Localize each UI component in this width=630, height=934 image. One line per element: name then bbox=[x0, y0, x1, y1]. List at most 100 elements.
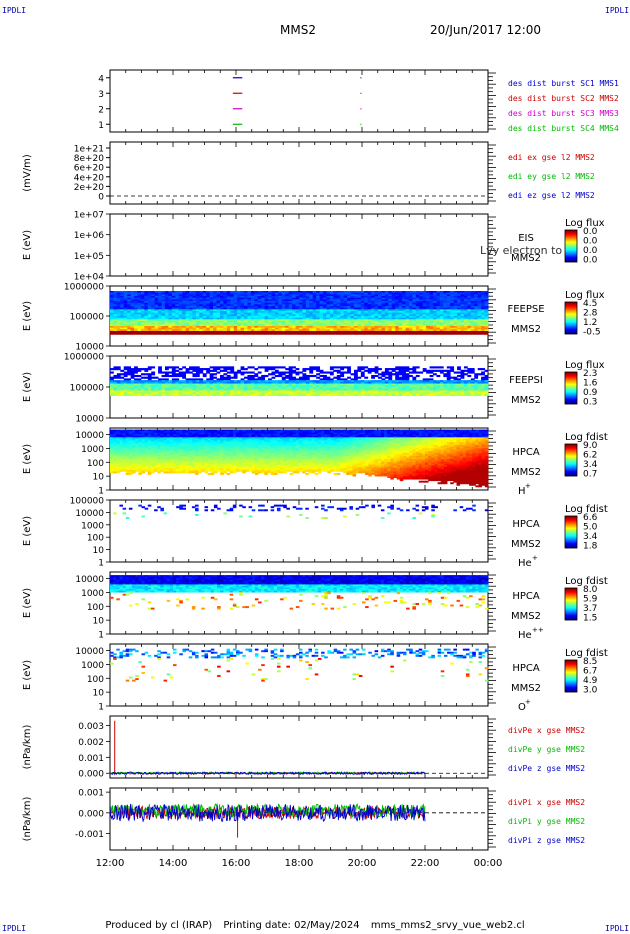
feepse-cell bbox=[340, 299, 345, 302]
feepse-cell bbox=[288, 292, 293, 295]
feepse-cell bbox=[195, 322, 200, 325]
feepse-cell bbox=[154, 299, 159, 302]
feepse-cell bbox=[333, 309, 338, 312]
feepse-cell bbox=[192, 324, 197, 327]
feepse-cell bbox=[274, 316, 279, 319]
feepse-cell bbox=[237, 312, 241, 315]
feepse-cell bbox=[367, 312, 372, 315]
feepse-cell bbox=[343, 324, 348, 327]
feepse-cell bbox=[302, 301, 307, 304]
feepse-cell bbox=[419, 291, 424, 294]
feepse-cell bbox=[250, 329, 255, 332]
feepsi-cell bbox=[323, 393, 327, 397]
feepse-cell bbox=[264, 319, 269, 322]
feepse-cell bbox=[446, 301, 451, 304]
feepse-cell bbox=[182, 294, 186, 297]
feepse-cell bbox=[319, 327, 324, 330]
feepse-cell bbox=[378, 322, 382, 325]
feepse-cell bbox=[391, 314, 396, 317]
feepse-cell bbox=[316, 332, 321, 335]
feepse-cell bbox=[244, 322, 248, 325]
feepse-cell bbox=[130, 317, 135, 320]
hpca-h-cell bbox=[113, 471, 117, 474]
feepse-cell bbox=[123, 291, 128, 294]
feepse-cell bbox=[364, 299, 369, 302]
feepsi-cell bbox=[202, 368, 207, 371]
feepse-cell bbox=[326, 292, 331, 295]
feepse-cell bbox=[168, 311, 173, 314]
feepse-cell bbox=[164, 292, 169, 295]
feepse-cell bbox=[206, 312, 211, 315]
feepse-cell bbox=[158, 291, 162, 294]
feepsi-cell bbox=[292, 371, 296, 374]
feepse-cell bbox=[192, 329, 197, 332]
feepse-cell bbox=[213, 301, 217, 304]
feepse-cell bbox=[261, 321, 266, 324]
feepse-cell bbox=[384, 296, 389, 299]
feepsi-cell bbox=[271, 368, 276, 371]
feepse-cell bbox=[419, 319, 424, 322]
feepsi-cell bbox=[333, 376, 338, 379]
feepse-cell bbox=[268, 292, 272, 295]
feepse-cell bbox=[226, 299, 231, 302]
feepse-cell bbox=[408, 304, 413, 307]
feepse-cell bbox=[216, 291, 221, 294]
feepse-cell bbox=[357, 332, 362, 335]
feepse-cell bbox=[336, 316, 341, 319]
feepse-cell bbox=[268, 304, 272, 307]
feepse-cell bbox=[402, 304, 406, 307]
feepse-cell bbox=[254, 297, 259, 300]
feepse-cell bbox=[274, 291, 279, 294]
feepse-cell bbox=[137, 309, 142, 312]
feepse-cell bbox=[223, 306, 228, 309]
feepse-cell bbox=[113, 314, 118, 317]
feepse-cell bbox=[189, 326, 193, 329]
feepse-cell bbox=[240, 327, 245, 330]
feepse-cell bbox=[319, 297, 324, 300]
feepse-cell bbox=[412, 312, 417, 315]
feepsi-cell bbox=[257, 371, 262, 374]
feepse-cell bbox=[299, 296, 303, 299]
feepsi-cell bbox=[292, 393, 296, 397]
feepse-cell bbox=[137, 324, 142, 327]
feepse-cell bbox=[127, 329, 132, 332]
feepse-cell bbox=[329, 304, 334, 307]
feepsi-cell bbox=[209, 369, 214, 372]
feepsi-cell bbox=[367, 371, 372, 374]
feepse-cell bbox=[250, 326, 255, 329]
feepse-cell bbox=[433, 304, 437, 307]
feepse-cell bbox=[381, 307, 386, 310]
feepse-cell bbox=[154, 292, 159, 295]
feepsi-cell bbox=[151, 393, 156, 397]
feepse-cell bbox=[110, 322, 114, 325]
feepse-cell bbox=[240, 292, 245, 295]
feepse-cell bbox=[257, 322, 262, 325]
feepse-cell bbox=[436, 331, 441, 334]
feepse-cell bbox=[250, 319, 255, 322]
feepse-cell bbox=[408, 292, 413, 295]
feepse-cell bbox=[144, 326, 149, 329]
feepse-cell bbox=[360, 322, 365, 325]
feepse-cell bbox=[381, 324, 386, 327]
feepse-cell bbox=[219, 314, 224, 317]
feepse-cell bbox=[264, 316, 269, 319]
feepse-cell bbox=[450, 311, 455, 314]
feepse-cell bbox=[285, 332, 290, 335]
feepse-cell bbox=[250, 291, 255, 294]
feepse-cell bbox=[226, 329, 231, 332]
feepse-cell bbox=[381, 294, 386, 297]
feepsi-cell bbox=[467, 371, 472, 374]
feepse-cell bbox=[161, 309, 166, 312]
feepse-cell bbox=[422, 291, 427, 294]
feepse-cell bbox=[182, 324, 186, 327]
feepse-cell bbox=[450, 304, 455, 307]
feepse-cell bbox=[250, 304, 255, 307]
feepsi-ytick-label: 10000 bbox=[75, 415, 104, 425]
feepse-cell bbox=[257, 324, 262, 327]
feepse-cell bbox=[233, 332, 238, 335]
feepse-cell bbox=[230, 292, 235, 295]
feepse-cell bbox=[347, 326, 351, 329]
feepse-cell bbox=[202, 317, 207, 320]
feepse-cell bbox=[123, 292, 128, 295]
feepsi-cell bbox=[347, 371, 351, 374]
